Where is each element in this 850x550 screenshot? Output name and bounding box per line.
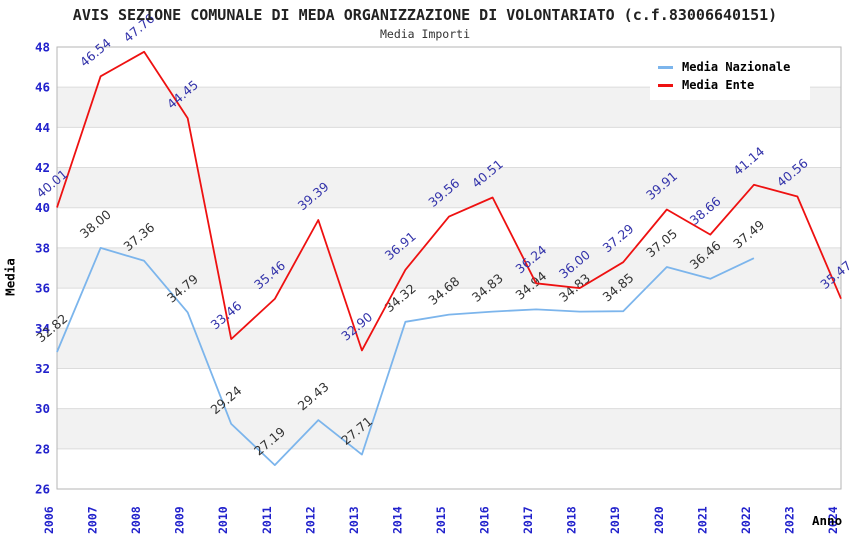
x-tick-label: 2006 (42, 506, 56, 534)
x-tick-label: 2013 (347, 506, 361, 534)
legend-label-nazionale: Media Nazionale (682, 60, 791, 74)
x-tick-label: 2024 (826, 506, 840, 534)
y-tick-label: 28 (35, 441, 50, 456)
plot-band (57, 328, 841, 369)
plot-border (56, 46, 842, 490)
y-tick-label: 34 (35, 321, 50, 336)
x-tick-label: 2017 (521, 506, 535, 534)
y-tick-label: 36 (35, 281, 50, 296)
plot-band (57, 247, 841, 289)
x-tick-label: 2021 (695, 506, 709, 534)
y-tick-label: 26 (35, 482, 50, 497)
x-tick-label: 2010 (216, 506, 230, 534)
y-tick-label: 44 (35, 120, 50, 135)
chart-title: AVIS SEZIONE COMUNALE DI MEDA ORGANIZZAZ… (72, 6, 778, 24)
plot-band (57, 408, 841, 449)
x-tick-label: 2008 (129, 506, 143, 534)
x-tick-label: 2018 (565, 506, 579, 534)
legend-swatch-nazionale-icon (658, 65, 673, 69)
x-tick-label: 2016 (478, 506, 492, 534)
legend-swatch-ente-icon (658, 83, 673, 87)
x-tick-label: 2009 (173, 506, 187, 534)
y-tick-label: 42 (35, 160, 50, 175)
series-line-media-ente (56, 50, 842, 352)
y-tick-label: 46 (35, 80, 50, 95)
x-tick-label: 2023 (782, 506, 796, 534)
x-axis-title: Anno (812, 513, 843, 528)
legend-label-ente: Media Ente (682, 78, 755, 92)
x-tick-label: 2012 (303, 506, 317, 534)
y-tick-label: 32 (35, 361, 50, 376)
x-tick-label: 2007 (86, 506, 100, 534)
legend: Media Nazionale Media Ente (650, 53, 810, 100)
data-point-label-media-ente: 33.46 (208, 298, 245, 333)
data-point-label-media-nazionale: 37.49 (730, 217, 767, 252)
y-tick-label: 30 (35, 401, 50, 416)
legend-item-media-ente[interactable]: Media Ente (658, 76, 802, 94)
x-tick-label: 2015 (434, 506, 448, 534)
x-tick-label: 2020 (652, 506, 666, 534)
x-tick-label: 2022 (739, 506, 753, 534)
x-tick-label: 2011 (260, 506, 274, 534)
x-tick-label: 2019 (608, 506, 622, 534)
legend-item-media-nazionale[interactable]: Media Nazionale (658, 58, 802, 76)
y-tick-label: 48 (35, 40, 50, 55)
y-tick-label: 38 (35, 240, 50, 255)
y-tick-label: 40 (35, 200, 50, 215)
y-axis-title: Media (2, 258, 18, 296)
plot-band (57, 167, 841, 208)
x-tick-label: 2014 (390, 506, 404, 534)
chart-subtitle: Media Importi (379, 27, 470, 41)
series-line-media-nazionale (56, 247, 755, 466)
data-point-label-media-nazionale: 38.00 (77, 207, 114, 242)
